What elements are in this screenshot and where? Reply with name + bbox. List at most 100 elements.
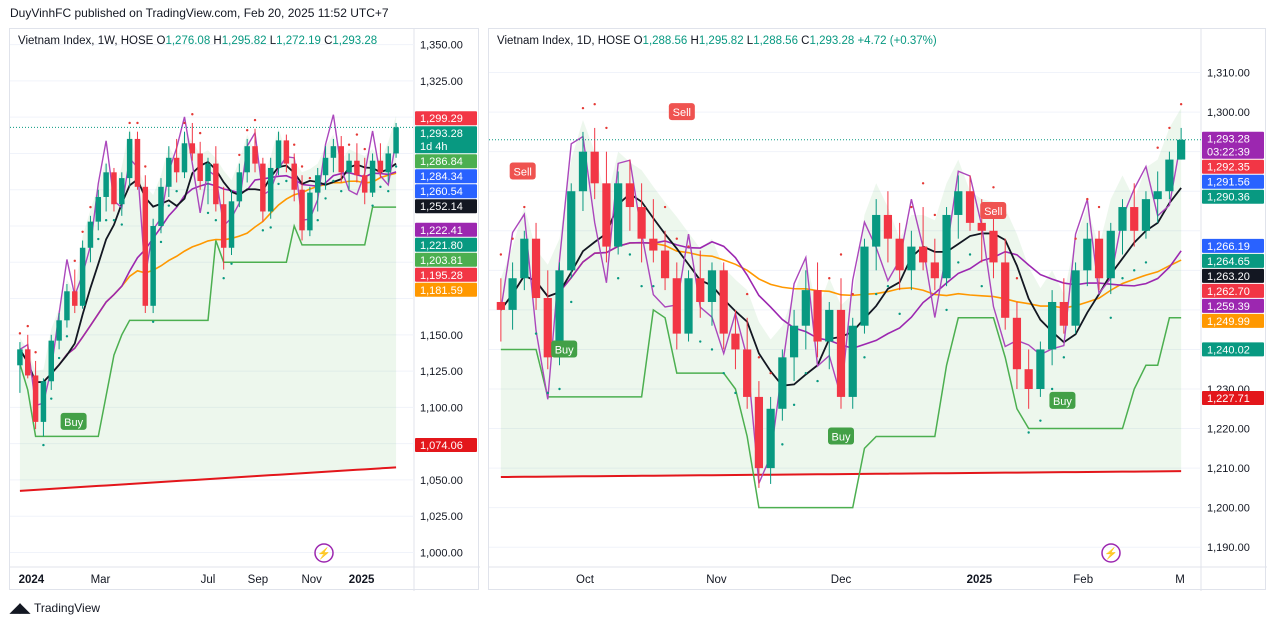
sar-dot bbox=[222, 277, 225, 280]
candle-body bbox=[848, 325, 857, 397]
sar-dot bbox=[42, 443, 45, 447]
alert-lightning-icon bbox=[314, 543, 334, 563]
sar-dot bbox=[73, 259, 76, 263]
price-label-text: 1,203.81 bbox=[420, 255, 463, 267]
sar-dot bbox=[198, 131, 202, 135]
sar-dot bbox=[206, 211, 210, 215]
price-label-tag bbox=[1202, 391, 1264, 406]
sar-dot bbox=[921, 182, 925, 185]
sar-dot bbox=[50, 397, 53, 400]
buy-signal-label: Buy bbox=[64, 417, 83, 429]
candle-body bbox=[825, 309, 834, 342]
sar-dot bbox=[277, 182, 280, 186]
candle-body bbox=[322, 157, 329, 176]
low-label: L bbox=[269, 35, 277, 47]
x-tick-label: Feb bbox=[1073, 574, 1093, 586]
candle-body bbox=[836, 309, 846, 397]
price-label-text: 1,284.34 bbox=[420, 171, 463, 183]
price-label-tag bbox=[415, 169, 477, 184]
x-tick-label: Dec bbox=[831, 574, 852, 586]
candle-body bbox=[228, 201, 235, 248]
price-label-text: 1,290.36 bbox=[1207, 192, 1250, 204]
candle-body bbox=[1094, 238, 1104, 279]
candle-body bbox=[508, 278, 517, 310]
candle-body bbox=[1118, 207, 1127, 231]
sar-dot bbox=[1133, 269, 1136, 272]
sar-dot bbox=[340, 189, 343, 193]
daily-chart-svg[interactable]: 1,190.001,200.001,210.001,220.001,230.00… bbox=[489, 29, 1267, 591]
price-label-text: 1,227.71 bbox=[1207, 393, 1250, 405]
sar-dot bbox=[1144, 261, 1148, 264]
price-label-tag bbox=[1202, 342, 1264, 357]
price-label-text: 1,263.20 bbox=[1207, 271, 1250, 283]
candle-body bbox=[1106, 230, 1115, 279]
sar-dot bbox=[1109, 316, 1112, 319]
price-label-tag bbox=[415, 237, 477, 252]
sar-dot bbox=[558, 387, 561, 391]
price-label-text: 1,264.65 bbox=[1207, 256, 1250, 268]
daily-close: 1,293.28 bbox=[809, 35, 855, 47]
candle-body bbox=[1083, 238, 1092, 271]
daily-title: Vietnam Index, 1D, HOSE bbox=[497, 35, 631, 47]
ma200-line bbox=[500, 470, 1182, 479]
candle-body bbox=[87, 221, 94, 248]
sar-dot bbox=[1050, 387, 1054, 391]
sar-dot bbox=[34, 351, 37, 354]
sar-dot bbox=[886, 284, 890, 288]
price-label-text: 1,292.35 bbox=[1207, 162, 1250, 174]
sar-dot bbox=[534, 332, 538, 335]
sar-dot bbox=[722, 371, 725, 375]
price-label-tag bbox=[415, 126, 477, 154]
candle-body bbox=[1048, 301, 1057, 350]
sar-dot bbox=[355, 133, 359, 136]
sar-dot bbox=[781, 443, 784, 446]
candle-body bbox=[1130, 207, 1139, 231]
price-label-tag bbox=[1202, 159, 1264, 174]
footer-brand[interactable]: ◢◣ TradingView bbox=[10, 600, 100, 616]
sar-dot bbox=[144, 165, 147, 168]
alert-lightning-glyph: ⚡ bbox=[1104, 547, 1118, 560]
price-label-text: 1,222.41 bbox=[420, 225, 463, 237]
candle-body bbox=[166, 157, 172, 187]
x-tick-label: Oct bbox=[576, 574, 595, 586]
candle-body bbox=[942, 214, 951, 279]
sar-dot bbox=[687, 245, 690, 248]
sar-dot bbox=[97, 237, 100, 241]
y-tick-label: 1,200.00 bbox=[1207, 503, 1250, 515]
weekly-chart-panel[interactable]: 1,000.00 1,025.00 1,050.00 1,100.00 1,125.00… bbox=[9, 28, 480, 591]
high-label: H bbox=[213, 35, 222, 47]
sar-dot bbox=[308, 176, 312, 180]
candle-body bbox=[173, 157, 180, 173]
sell-signal-label: Sell bbox=[514, 166, 532, 178]
candle-body bbox=[32, 375, 39, 422]
ma200-line bbox=[19, 466, 397, 492]
price-label-text: 1,286.84 bbox=[420, 156, 463, 168]
sar-dot bbox=[371, 204, 374, 207]
weekly-chart-svg[interactable]: 1,000.00 1,025.00 1,050.00 1,100.00 1,125.00… bbox=[10, 29, 480, 591]
x-tick-label: 2025 bbox=[967, 574, 993, 586]
candle-body bbox=[291, 163, 297, 190]
candle-body bbox=[696, 278, 705, 302]
candle-body bbox=[1071, 270, 1080, 326]
sar-dot bbox=[1168, 126, 1171, 130]
trailing-stop-line bbox=[19, 206, 397, 438]
sar-dot bbox=[898, 312, 901, 316]
low-label: L bbox=[746, 35, 754, 47]
candle-body bbox=[354, 160, 360, 176]
sar-dot bbox=[214, 218, 218, 222]
sar-dot bbox=[593, 103, 596, 106]
candle-body bbox=[649, 238, 658, 251]
x-tick-label: 2024 bbox=[19, 574, 45, 586]
candle-body bbox=[1024, 369, 1033, 389]
candle-body bbox=[907, 246, 916, 271]
sar-dot bbox=[104, 218, 108, 222]
price-label-tag bbox=[415, 184, 477, 199]
sar-dot bbox=[112, 218, 116, 222]
daily-chart-panel[interactable]: 1,190.00 1,200.00 1,210.00 1,220.00 1,230.00… bbox=[488, 28, 1267, 591]
price-label-tag bbox=[1202, 238, 1264, 253]
sell-signal-label: Sell bbox=[984, 206, 1002, 218]
candle-body bbox=[377, 160, 384, 173]
x-tick-label: Jul bbox=[201, 574, 216, 586]
weekly-low: 1,272.19 bbox=[276, 35, 321, 47]
sar-dot bbox=[652, 284, 655, 288]
